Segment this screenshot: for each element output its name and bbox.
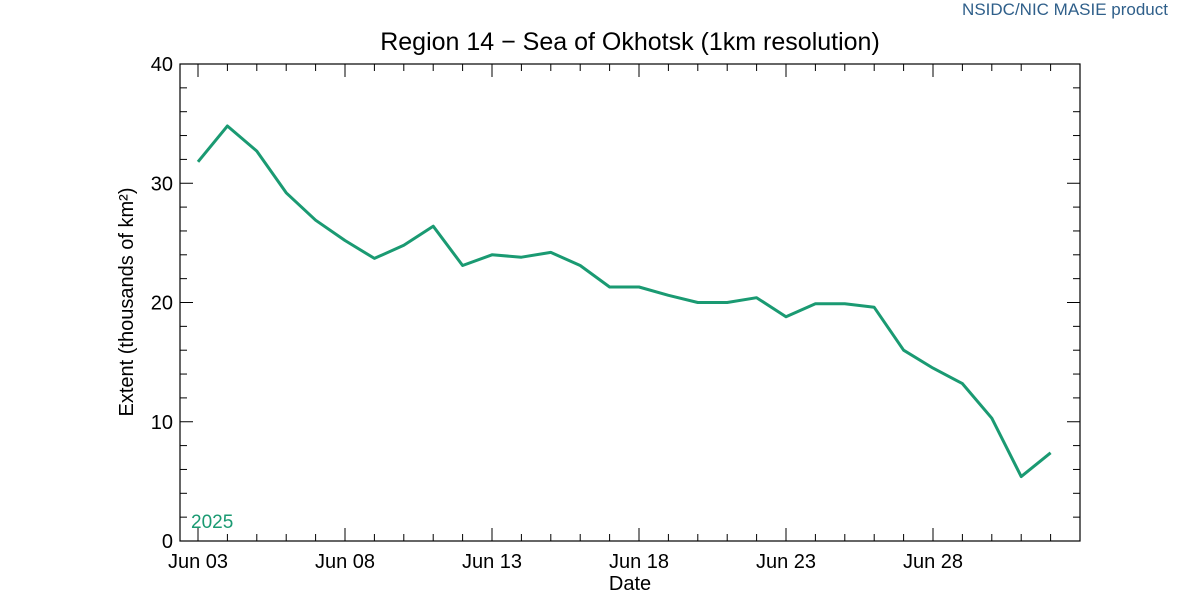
x-tick-label: Jun 18 (609, 551, 669, 573)
y-tick-label: 10 (151, 412, 173, 434)
credit-text: NSIDC/NIC MASIE product (962, 0, 1168, 19)
y-axis-label: Extent (thousands of km²) (116, 188, 138, 417)
x-tick-label: Jun 03 (168, 551, 228, 573)
tick-labels: 0 10 20 30 40 Jun 03 Jun 08 Jun 13 Jun 18 Jun 23 J… (151, 54, 963, 573)
series-layer (196, 124, 1052, 479)
y-tick-label: 30 (151, 173, 173, 195)
plot-frame (179, 63, 1081, 542)
x-tick-label: Jun 28 (903, 551, 963, 573)
y-tick-label: 20 (151, 293, 173, 315)
x-tick-label: Jun 08 (315, 551, 375, 573)
axis-ticks (180, 63, 1081, 542)
series-legend-label: 2025 (191, 512, 233, 533)
series-line-0 (196, 124, 1052, 479)
x-tick-label: Jun 13 (462, 551, 522, 573)
y-tick-label: 40 (151, 54, 173, 76)
x-tick-label: Jun 23 (756, 551, 816, 573)
chart-title: Region 14 − Sea of Okhotsk (1km resoluti… (380, 28, 880, 56)
y-tick-label: 0 (162, 531, 173, 553)
x-axis-label: Date (609, 573, 651, 595)
